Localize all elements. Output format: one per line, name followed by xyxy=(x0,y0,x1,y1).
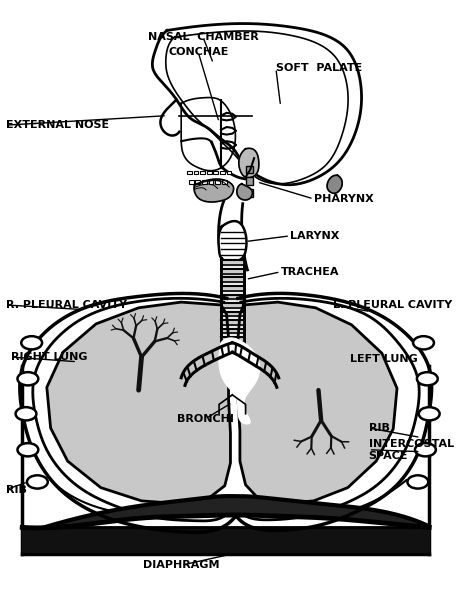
Text: R. PLEURAL CAVITY: R. PLEURAL CAVITY xyxy=(6,300,127,310)
Ellipse shape xyxy=(21,336,42,350)
Polygon shape xyxy=(194,179,234,202)
Bar xyxy=(195,180,200,184)
Ellipse shape xyxy=(417,372,438,385)
Text: LARYNX: LARYNX xyxy=(290,231,339,241)
Text: EXTERNAL NOSE: EXTERNAL NOSE xyxy=(6,120,109,130)
Polygon shape xyxy=(47,302,230,503)
Text: DIAPHRAGM: DIAPHRAGM xyxy=(143,560,219,570)
Bar xyxy=(246,177,253,185)
Bar xyxy=(246,166,253,173)
Ellipse shape xyxy=(419,407,439,420)
Text: RIB: RIB xyxy=(369,423,390,433)
Text: PHARYNX: PHARYNX xyxy=(314,194,374,204)
Text: TRACHEA: TRACHEA xyxy=(281,267,339,277)
Ellipse shape xyxy=(415,443,436,457)
Text: BRONCHI: BRONCHI xyxy=(177,413,234,424)
Polygon shape xyxy=(20,294,234,533)
Polygon shape xyxy=(219,221,246,262)
Text: SOFT  PALATE: SOFT PALATE xyxy=(276,63,362,74)
Bar xyxy=(187,171,191,174)
Bar xyxy=(207,171,211,174)
Text: INTERCOSTAL
SPACE: INTERCOSTAL SPACE xyxy=(369,439,454,460)
Ellipse shape xyxy=(18,443,38,457)
Bar xyxy=(213,171,218,174)
Text: RIGHT LUNG: RIGHT LUNG xyxy=(11,352,87,362)
Bar xyxy=(222,180,227,184)
Bar xyxy=(227,171,231,174)
Text: CONCHAE: CONCHAE xyxy=(168,47,228,57)
Ellipse shape xyxy=(413,336,434,350)
Polygon shape xyxy=(22,527,429,554)
Bar xyxy=(193,171,198,174)
Polygon shape xyxy=(219,338,259,424)
Ellipse shape xyxy=(408,475,428,489)
Polygon shape xyxy=(236,294,432,530)
Polygon shape xyxy=(237,184,253,200)
Polygon shape xyxy=(152,24,362,185)
Bar xyxy=(246,190,253,197)
Bar xyxy=(215,180,220,184)
Polygon shape xyxy=(22,496,429,528)
Bar xyxy=(209,180,213,184)
Text: L. PLEURAL CAVITY: L. PLEURAL CAVITY xyxy=(333,300,452,310)
Ellipse shape xyxy=(18,372,38,385)
Bar xyxy=(220,171,225,174)
Bar xyxy=(202,180,207,184)
Polygon shape xyxy=(238,302,397,503)
Bar xyxy=(200,171,205,174)
Polygon shape xyxy=(239,148,259,178)
Ellipse shape xyxy=(16,407,36,420)
Bar xyxy=(189,180,193,184)
Bar xyxy=(221,258,244,343)
Text: LEFT LUNG: LEFT LUNG xyxy=(350,354,418,364)
Text: NASAL  CHAMBER: NASAL CHAMBER xyxy=(147,32,258,42)
Ellipse shape xyxy=(27,475,48,489)
Text: RIB: RIB xyxy=(6,485,27,494)
Polygon shape xyxy=(327,175,342,193)
